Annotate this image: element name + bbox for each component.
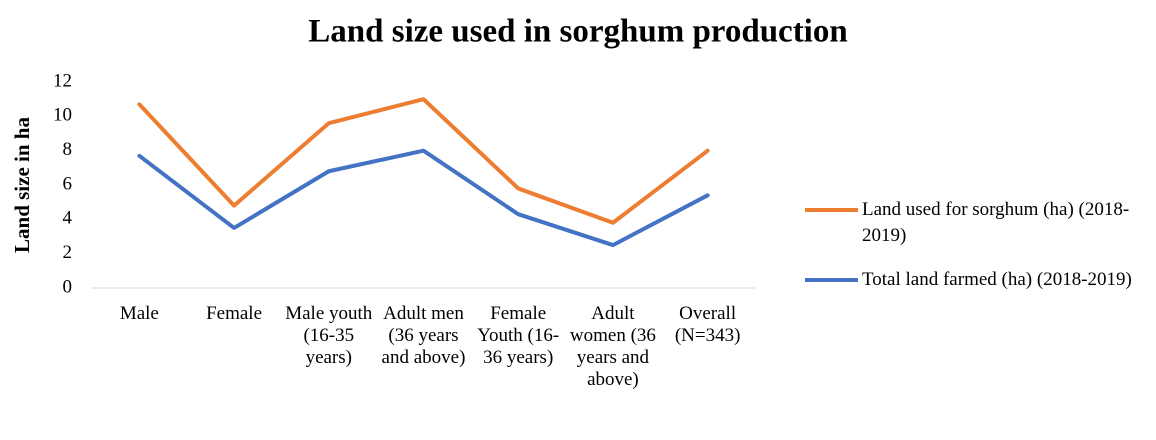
y-tick-label: 12 bbox=[53, 70, 72, 91]
y-tick-label: 10 bbox=[53, 105, 72, 126]
y-tick-label: 6 bbox=[63, 173, 73, 194]
legend-label: Land used for sorghum (ha) (2018-2019) bbox=[862, 199, 1130, 246]
line-series bbox=[137, 148, 710, 248]
y-tick-label: 8 bbox=[63, 139, 73, 160]
x-tick-label: Adult women (36 years and above) bbox=[569, 303, 656, 390]
x-tick-label: Adult men (36 years and above) bbox=[381, 303, 466, 368]
chart-title: Land size used in sorghum production bbox=[308, 14, 847, 50]
y-tick-label: 2 bbox=[63, 242, 73, 263]
x-tick-label: Male bbox=[119, 303, 159, 324]
line-series bbox=[137, 97, 710, 225]
y-axis-label: Land size in ha bbox=[10, 117, 34, 253]
legend-label: Total land farmed (ha) (2018-2019) bbox=[862, 269, 1132, 290]
x-tick-label: Female bbox=[206, 303, 263, 324]
x-tick-label: Overall (N=343) bbox=[674, 303, 741, 346]
x-tick-label: Female Youth (16-36 years) bbox=[477, 303, 560, 368]
y-tick-label: 4 bbox=[63, 208, 73, 229]
x-tick-label: Male youth (16-35 years) bbox=[285, 303, 373, 368]
y-tick-label: 0 bbox=[63, 276, 73, 297]
